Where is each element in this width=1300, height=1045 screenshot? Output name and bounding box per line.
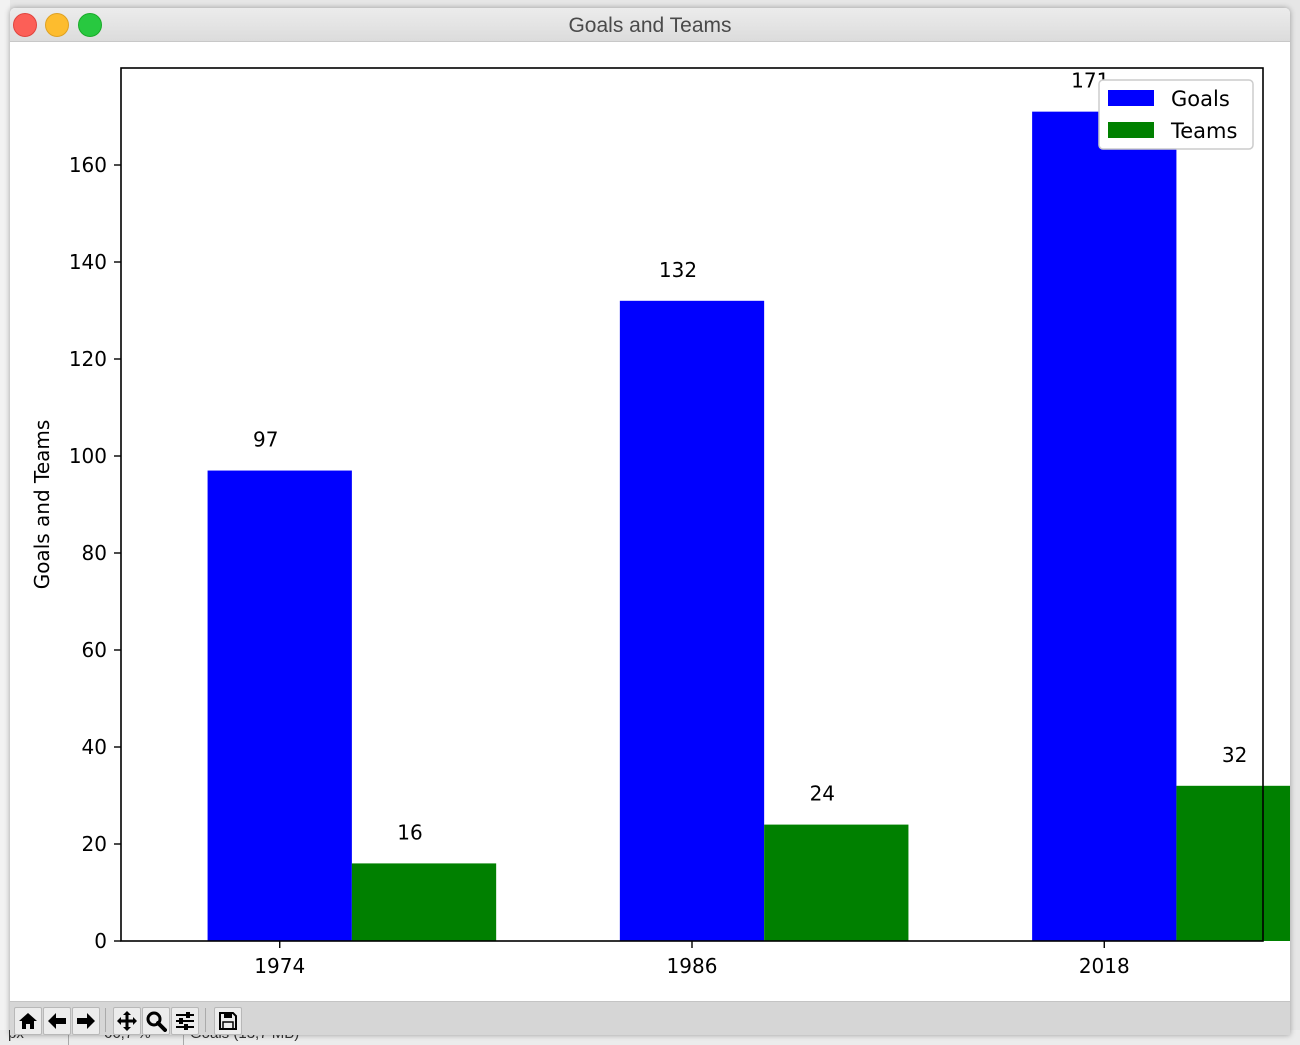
toolbar-separator: [105, 1008, 106, 1032]
y-tick-label: 120: [69, 347, 107, 371]
title-bar[interactable]: Goals and Teams: [10, 8, 1290, 42]
bar-teams-2018: [1176, 785, 1290, 941]
move-icon: [117, 1011, 137, 1031]
x-tick-label: 1986: [667, 954, 718, 978]
legend-label-goals: Goals: [1171, 87, 1230, 111]
minimize-window-button[interactable]: [45, 13, 69, 37]
forward-button[interactable]: [72, 1007, 100, 1035]
figure-canvas[interactable]: 97 132 171 16 24 32 0 20 40 60 80 100 120 140 160 1974 1…: [10, 42, 1290, 1001]
close-window-button[interactable]: [13, 13, 37, 37]
bar-goals-1986: [619, 300, 765, 941]
arrow-right-icon: [77, 1013, 95, 1029]
figure-window: Goals and Teams 97 132 171 16 24 32 0 20 40 60 80 1…: [10, 8, 1290, 1035]
divider: [183, 1030, 184, 1045]
home-icon: [19, 1013, 37, 1029]
pan-button[interactable]: [113, 1007, 141, 1035]
back-button[interactable]: [43, 1007, 71, 1035]
y-tick-label: 100: [69, 444, 107, 468]
y-tick-label: 40: [82, 735, 107, 759]
divider: [68, 1030, 69, 1045]
x-tick-label: 1974: [254, 954, 305, 978]
floppy-disk-icon: [219, 1012, 237, 1030]
home-button[interactable]: [14, 1007, 42, 1035]
x-tick-label: 2018: [1079, 954, 1130, 978]
configure-subplots-button[interactable]: [171, 1007, 199, 1035]
y-tick-label: 80: [82, 541, 107, 565]
data-label: 132: [659, 258, 697, 282]
data-label: 16: [397, 820, 422, 844]
y-tick-label: 0: [94, 929, 107, 953]
y-tick-label: 20: [82, 832, 107, 856]
save-button[interactable]: [214, 1007, 242, 1035]
data-label: 24: [810, 782, 835, 806]
y-tick-label: 60: [82, 638, 107, 662]
bar-teams-1974: [351, 863, 497, 941]
background-app-edge: [0, 0, 10, 1045]
window-title: Goals and Teams: [568, 14, 732, 37]
navigation-toolbar: [10, 1001, 1290, 1035]
zoom-window-button[interactable]: [78, 13, 102, 37]
y-axis-label: Goals and Teams: [30, 420, 54, 590]
y-tick-label: 160: [69, 153, 107, 177]
legend-swatch-teams: [1108, 122, 1154, 138]
bar-goals-2018: [1032, 111, 1177, 941]
sliders-icon: [176, 1012, 194, 1030]
y-tick-label: 140: [69, 250, 107, 274]
bar-goals-1974: [207, 470, 352, 941]
zoom-button[interactable]: [142, 1007, 170, 1035]
legend-label-teams: Teams: [1170, 119, 1237, 143]
magnifier-icon: [146, 1011, 167, 1032]
legend-swatch-goals: [1108, 90, 1154, 106]
data-label: 97: [253, 428, 278, 452]
toolbar-separator: [205, 1008, 206, 1032]
arrow-left-icon: [48, 1013, 66, 1029]
data-label: 32: [1222, 743, 1247, 767]
bar-teams-1986: [764, 824, 909, 941]
